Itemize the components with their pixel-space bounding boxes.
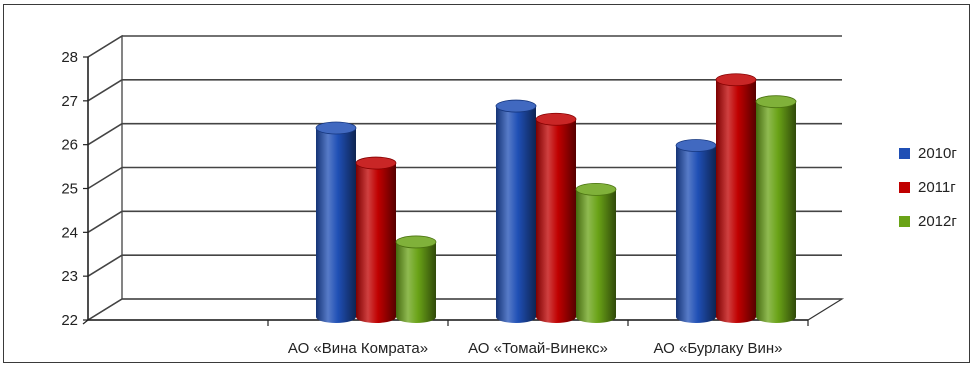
- bar-top: [395, 235, 437, 249]
- legend: 2010г 2011г 2012г: [899, 145, 957, 230]
- bar-top: [355, 156, 397, 170]
- bar-top: [315, 121, 357, 135]
- bar-body: [496, 106, 536, 323]
- y-tick-label: 25: [61, 181, 78, 198]
- y-axis-ticks: 22 23 24 25 26 27 28: [61, 49, 88, 329]
- y-tick-label: 26: [61, 137, 78, 154]
- bar-body: [536, 119, 576, 323]
- bar-top: [535, 112, 577, 126]
- legend-swatch: [899, 182, 910, 193]
- bar-body: [716, 79, 756, 324]
- legend-item-2010г: 2010г: [899, 145, 957, 162]
- legend-swatch: [899, 148, 910, 159]
- category-label: АО «Бурлаку Вин»: [653, 340, 782, 357]
- y-tick-label: 27: [61, 93, 78, 110]
- bar-2012г-1: [395, 235, 437, 323]
- bar-body: [756, 101, 796, 323]
- gridline: [87, 79, 842, 102]
- y-tick-label: 28: [61, 49, 78, 66]
- legend-item-2012г: 2012г: [899, 213, 957, 230]
- y-tick-label: 23: [61, 268, 78, 285]
- bar-2011г-3: [715, 73, 757, 324]
- y-tick-label: 22: [61, 312, 78, 329]
- gridline: [87, 166, 842, 190]
- bar-2010г-1: [315, 121, 357, 323]
- bar-top: [495, 99, 537, 113]
- bar-top: [675, 139, 717, 152]
- legend-label: 2012г: [918, 213, 957, 230]
- bar-2010г-2: [495, 99, 537, 323]
- origin-tick: [82, 319, 89, 325]
- bars: [315, 73, 797, 324]
- legend-swatch: [899, 216, 910, 227]
- bar-top: [575, 182, 617, 196]
- bar-top: [755, 95, 797, 109]
- category-label: АО «Томай-Винекс»: [468, 340, 608, 357]
- gridline: [87, 35, 842, 58]
- bar-2011г-1: [355, 156, 397, 323]
- category-label: АО «Вина Комрата»: [288, 340, 428, 357]
- legend-item-2011г: 2011г: [899, 179, 956, 196]
- bar-2011г-2: [535, 112, 577, 323]
- x-axis-categories: АО «Вина Комрата» АО «Томай-Винекс» АО «Бу…: [288, 340, 783, 357]
- bar-top: [715, 73, 757, 87]
- bar-body: [316, 127, 356, 323]
- bar-body: [576, 189, 616, 323]
- bar-2012г-2: [575, 182, 617, 323]
- gridline: [87, 122, 842, 146]
- legend-label: 2011г: [918, 179, 956, 196]
- y-tick-label: 24: [61, 224, 78, 241]
- legend-label: 2010г: [918, 145, 957, 162]
- bar-body: [676, 145, 716, 323]
- bar-2010г-3: [675, 139, 717, 323]
- bar-2012г-3: [755, 95, 797, 323]
- bar-body: [356, 163, 396, 323]
- bar-body: [396, 241, 436, 323]
